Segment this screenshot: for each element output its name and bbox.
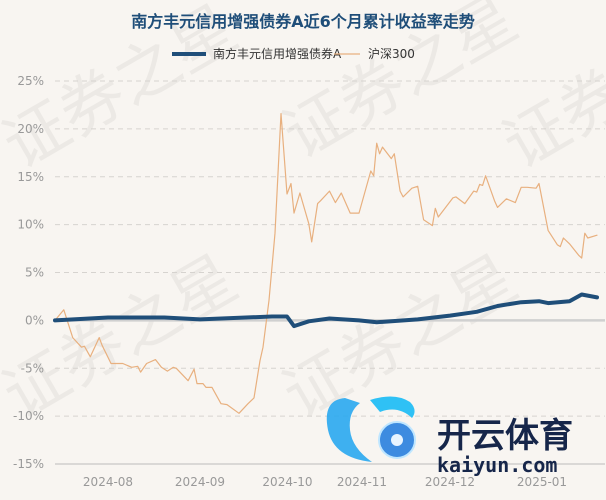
legend: 南方丰元信用增强债券A 沪深300 (172, 46, 415, 61)
chart-title: 南方丰元信用增强债券A近6个月累计收益率走势 (131, 12, 475, 31)
x-tick-label: 2024-08 (83, 475, 133, 489)
soccer-ball-patch (391, 434, 403, 446)
y-axis: 25% 20% 15% 10% 5% 0% -5% -10% -15% (13, 74, 44, 471)
series-lines (53, 113, 599, 414)
x-tick-label: 2024-09 (175, 475, 225, 489)
y-tick-label: -15% (13, 457, 44, 471)
y-tick-label: 5% (25, 266, 44, 280)
y-tick-label: 25% (17, 74, 44, 88)
logo-k-shape (326, 398, 372, 462)
watermark: 证券之星证券之星证券之星证券之星证券之星 (0, 0, 606, 434)
series-line-csi300 (54, 113, 598, 414)
y-tick-label: 15% (17, 170, 44, 184)
y-tick-label: 10% (17, 218, 44, 232)
x-tick-label: 2024-12 (425, 475, 475, 489)
logo-swirl (370, 396, 415, 418)
y-tick-label: -5% (21, 361, 44, 375)
legend-label-csi300: 沪深300 (368, 47, 415, 61)
x-tick-label: 2024-10 (262, 475, 312, 489)
y-tick-label: 0% (25, 313, 44, 327)
legend-label-fund: 南方丰元信用增强债券A (213, 46, 342, 61)
x-tick-label: 2025-01 (517, 475, 567, 489)
logo-text-en: kaiyun.com (437, 453, 557, 477)
x-axis: 2024-08 2024-09 2024-10 2024-11 2024-12 2025-… (83, 475, 567, 489)
y-tick-label: -10% (13, 409, 44, 423)
kaiyun-logo: 开云体育 kaiyun.com (326, 396, 573, 477)
series-line-fund (53, 292, 599, 329)
x-tick-label: 2024-11 (337, 475, 387, 489)
y-tick-label: 20% (17, 122, 44, 136)
logo-text-cn: 开云体育 (437, 416, 573, 456)
